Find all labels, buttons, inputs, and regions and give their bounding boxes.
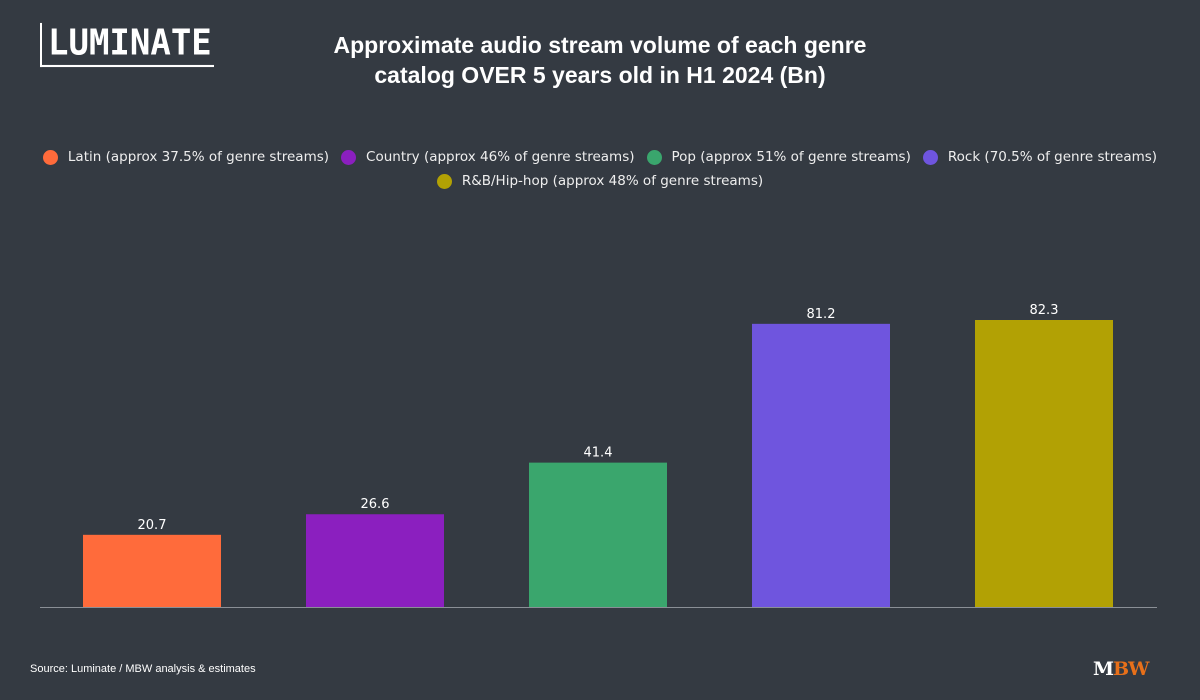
legend-item-latin[interactable]: Latin (approx 37.5% of genre streams) [42, 149, 330, 165]
legend-label-pop: Pop (approx 51% of genre streams) [671, 149, 911, 165]
legend-item-rnb-hiphop[interactable]: R&B/Hip-hop (approx 48% of genre streams… [436, 173, 764, 189]
legend-swatch-pop [646, 149, 662, 165]
data-label-rnb-hiphop: 82.3 [1030, 303, 1059, 318]
chart-title-line-2: catalog OVER 5 years old in H1 2024 (Bn) [374, 62, 826, 88]
legend-item-country[interactable]: Country (approx 46% of genre streams) [341, 149, 635, 165]
luminate-logo: LUMINATE [40, 23, 214, 68]
data-label-pop: 41.4 [584, 446, 613, 461]
bar-country[interactable] [306, 514, 444, 607]
chart-title: Approximate audio stream volume of each … [250, 30, 950, 90]
legend-item-rock[interactable]: Rock (70.5% of genre streams) [922, 149, 1158, 165]
legend-swatch-latin [42, 149, 58, 165]
chart-title-line-1: Approximate audio stream volume of each … [333, 32, 867, 58]
bar-pop[interactable] [529, 462, 667, 607]
mbw-logo: MBW [1093, 658, 1149, 680]
legend-label-country: Country (approx 46% of genre streams) [366, 149, 635, 165]
legend-label-rock: Rock (70.5% of genre streams) [947, 149, 1158, 165]
legend-swatch-rnb-hiphop [436, 173, 452, 189]
legend-swatch-rock [922, 149, 938, 165]
legend-label-latin: Latin (approx 37.5% of genre streams) [67, 149, 330, 165]
legend-item-pop[interactable]: Pop (approx 51% of genre streams) [646, 149, 911, 165]
bar-latin[interactable] [83, 534, 221, 607]
bar-rnb-hiphop[interactable] [975, 320, 1113, 607]
data-label-rock: 81.2 [807, 307, 836, 322]
chart-legend: Latin (approx 37.5% of genre streams) Co… [20, 149, 1180, 189]
bar-rock[interactable] [752, 323, 890, 607]
data-label-latin: 20.7 [138, 518, 167, 533]
source-note: Source: Luminate / MBW analysis & estima… [30, 663, 256, 675]
legend-swatch-country [341, 149, 357, 165]
data-label-country: 26.6 [361, 497, 390, 512]
legend-label-rnb-hiphop: R&B/Hip-hop (approx 48% of genre streams… [461, 173, 764, 189]
